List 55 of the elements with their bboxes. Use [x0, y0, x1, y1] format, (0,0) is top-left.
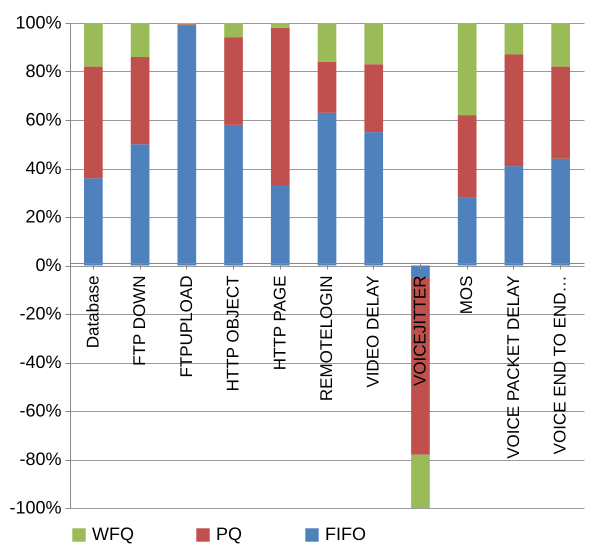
- x-tick-label: VOICE END TO END…: [550, 276, 570, 454]
- bar: [130, 144, 150, 266]
- bar: [270, 185, 290, 266]
- y-tick-label: 100%: [15, 12, 62, 32]
- y-tick-label: -20%: [19, 304, 62, 324]
- y-tick-label: -40%: [19, 352, 62, 372]
- bar: [411, 266, 430, 278]
- y-tick-label: 40%: [25, 158, 62, 178]
- bar: [551, 66, 570, 159]
- bar: [551, 158, 570, 266]
- x-tick-label: HTTP PAGE: [270, 276, 290, 370]
- bar: [504, 54, 524, 166]
- bar: [364, 132, 384, 266]
- bar: [504, 166, 524, 266]
- x-tick-label: FTPUPLOAD: [176, 276, 196, 378]
- y-tick-label: -80%: [19, 449, 62, 469]
- y-tick-label: 20%: [25, 206, 62, 226]
- bar: [318, 112, 336, 266]
- x-tick-label: VIDEO DELAY: [364, 276, 383, 388]
- bar: [318, 23, 336, 62]
- legend-label: FIFO: [325, 524, 366, 544]
- bar: [364, 23, 384, 64]
- bar: [84, 66, 103, 178]
- x-tick-label: HTTP OBJECT: [224, 276, 243, 392]
- y-tick-label: 0%: [35, 255, 62, 275]
- legend-label: PQ: [216, 524, 242, 544]
- bar: [224, 23, 243, 38]
- bar: [551, 23, 570, 67]
- y-tick-label: -60%: [19, 400, 62, 420]
- x-tick-label: FTP DOWN: [130, 276, 150, 366]
- bar: [364, 64, 384, 132]
- bar: [504, 23, 524, 55]
- y-tick-label: 80%: [25, 61, 62, 81]
- x-tick-label: REMOTELOGIN: [317, 276, 336, 402]
- x-tick-label: MOS: [457, 276, 476, 314]
- bar: [130, 56, 150, 144]
- legend-label: WFQ: [92, 524, 134, 544]
- bar: [411, 454, 430, 508]
- bar: [458, 198, 477, 266]
- bar: [84, 23, 103, 67]
- bar: [458, 23, 477, 116]
- bar: [318, 62, 336, 113]
- x-tick-label: Database: [83, 276, 102, 348]
- bar: [84, 178, 103, 266]
- bar: [270, 28, 290, 186]
- bar: [270, 23, 290, 28]
- y-tick-label: 60%: [25, 110, 62, 130]
- y-tick-label: -100%: [9, 498, 62, 518]
- bar: [458, 115, 477, 198]
- bar: [177, 25, 196, 266]
- bar: [130, 23, 150, 57]
- bar: [224, 38, 243, 125]
- x-tick-label: VOICE PACKET DELAY: [504, 276, 523, 459]
- x-tick-label: VOICEJITTER: [410, 276, 430, 386]
- bar: [224, 124, 243, 266]
